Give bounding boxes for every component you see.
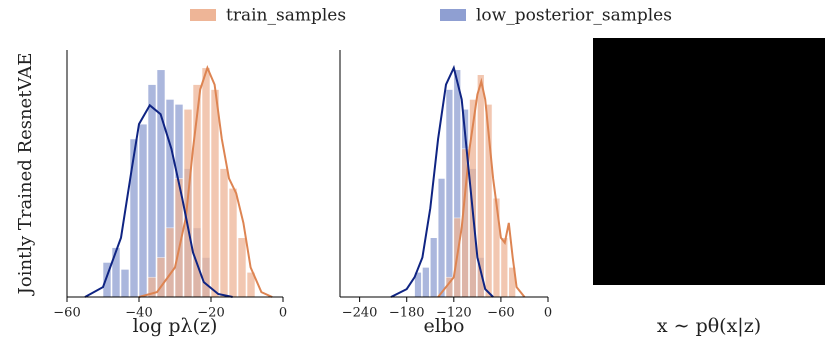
histogram-bar — [422, 267, 429, 297]
x-tick-label: 0 — [279, 306, 287, 321]
histogram-bar — [438, 178, 445, 297]
x-axis-label: elbo — [424, 315, 465, 337]
histogram-bar — [112, 248, 120, 297]
x-tick-label: 0 — [544, 306, 552, 321]
histogram-bar — [139, 124, 147, 297]
x-tick-label: −240 — [342, 306, 378, 321]
legend-label: low_posterior_samples — [476, 6, 672, 26]
image-caption: x ∼ pθ(x|z) — [657, 315, 761, 337]
x-tick-label: −60 — [53, 306, 80, 321]
histogram-bar — [238, 238, 246, 297]
legend-label: train_samples — [226, 6, 346, 26]
histogram-bar — [148, 85, 156, 297]
histogram-bar — [211, 90, 219, 297]
histogram-bar — [493, 198, 500, 297]
histogram-bar — [130, 139, 138, 297]
histogram-bar — [202, 68, 210, 297]
histogram-bar — [229, 188, 237, 297]
figure: x ∼ pθ(x|z) train_samples low_posterior_s… — [0, 0, 837, 344]
histogram-bar — [501, 238, 508, 297]
x-tick-label: −180 — [389, 306, 425, 321]
x-axis-label: log pλ(z) — [133, 315, 218, 337]
histogram-bar — [121, 269, 129, 297]
legend-swatch — [440, 9, 466, 21]
y-axis-label: Jointly Trained ResnetVAE — [15, 53, 36, 297]
histogram-bar — [166, 228, 174, 297]
histogram-bar — [220, 169, 228, 297]
histogram-bar — [446, 90, 453, 297]
digit-sample-grid — [593, 38, 825, 285]
histogram-bar — [430, 238, 437, 297]
x-tick-label: −60 — [487, 306, 514, 321]
legend-swatch — [190, 9, 216, 21]
